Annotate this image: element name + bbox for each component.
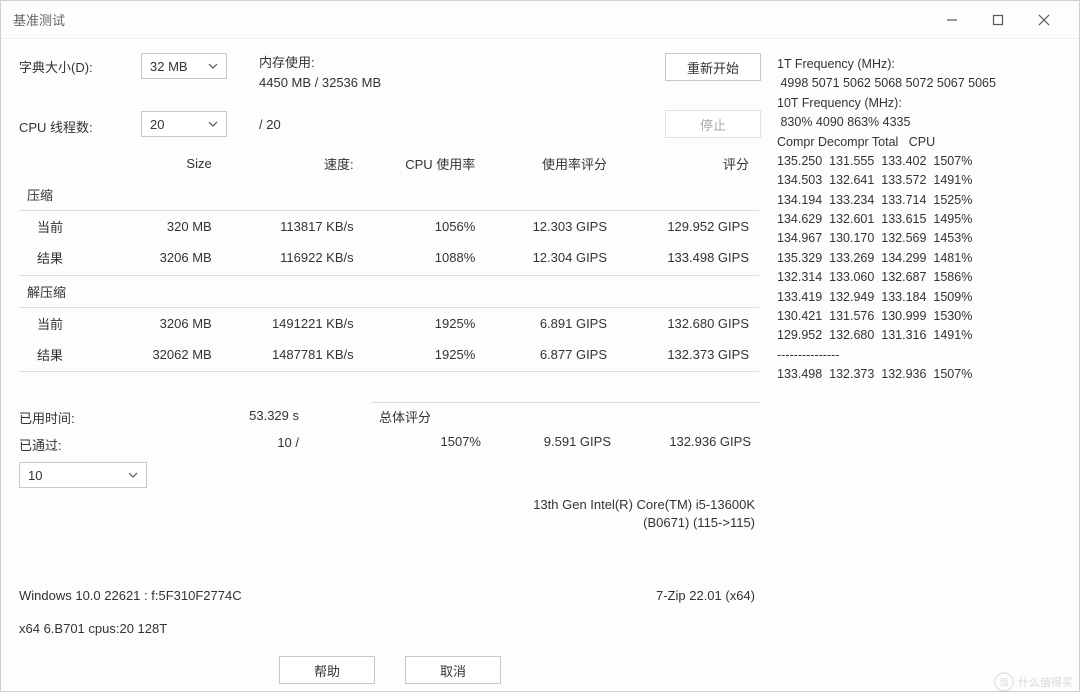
stats-panel: 1T Frequency (MHz): 4998 5071 5062 5068 …: [771, 53, 1061, 684]
restart-button[interactable]: 重新开始: [665, 53, 761, 81]
stats-row: 134.194 133.234 133.714 1525%: [777, 191, 1061, 210]
benchmark-table: Size 速度: CPU 使用率 使用率评分 评分 压缩 当前 320 MB 1…: [19, 148, 759, 372]
help-button[interactable]: 帮助: [279, 656, 375, 684]
col-total: 评分: [617, 148, 759, 179]
chevron-down-icon: [128, 470, 138, 480]
stats-row: 134.629 132.601 133.615 1495%: [777, 210, 1061, 229]
stats-row: 133.419 132.949 133.184 1509%: [777, 288, 1061, 307]
benchmark-window: 基准测试 字典大小(D): 32 MB 内存使用: 4450 MB / 3253…: [0, 0, 1080, 692]
passes-target-value: 10: [28, 468, 42, 483]
watermark-icon: 值: [994, 672, 1014, 692]
close-icon: [1038, 14, 1050, 26]
table-row: 结果 3206 MB 116922 KB/s 1088% 12.304 GIPS…: [19, 242, 759, 273]
maximize-icon: [992, 14, 1004, 26]
col-rating: 使用率评分: [485, 148, 617, 179]
stats-row: 134.503 132.641 133.572 1491%: [777, 171, 1061, 190]
decompress-section: 解压缩: [19, 275, 759, 307]
cancel-button[interactable]: 取消: [405, 656, 501, 684]
stats-header: Compr Decompr Total CPU: [777, 133, 1061, 152]
window-title: 基准测试: [13, 10, 65, 29]
passes-value: 10 /: [139, 435, 299, 454]
overall-rating: 9.591 GIPS: [481, 434, 611, 449]
stats-row: 132.314 133.060 132.687 1586%: [777, 268, 1061, 287]
table-header-row: Size 速度: CPU 使用率 使用率评分 评分: [19, 148, 759, 179]
stats-row: 130.421 131.576 130.999 1530%: [777, 307, 1061, 326]
overall-rating-box: 总体评分 1507% 9.591 GIPS 132.936 GIPS: [371, 402, 761, 459]
compress-section: 压缩: [19, 179, 759, 211]
elapsed-time-label: 已用时间:: [19, 408, 119, 427]
memory-value: 4450 MB / 32536 MB: [259, 73, 639, 93]
threads-suffix: / 20: [259, 117, 639, 132]
dict-size-value: 32 MB: [150, 59, 188, 74]
stats-summary: 133.498 132.373 132.936 1507%: [777, 365, 1061, 384]
maximize-button[interactable]: [975, 1, 1021, 39]
watermark: 值 什么值得买: [994, 672, 1073, 692]
stats-row: 135.329 133.269 134.299 1481%: [777, 249, 1061, 268]
table-row: 当前 320 MB 113817 KB/s 1056% 12.303 GIPS …: [19, 211, 759, 243]
table-row: 当前 3206 MB 1491221 KB/s 1925% 6.891 GIPS…: [19, 307, 759, 339]
svg-text:值: 值: [999, 677, 1008, 688]
stop-button: 停止: [665, 110, 761, 138]
minimize-button[interactable]: [929, 1, 975, 39]
table-row: 结果 32062 MB 1487781 KB/s 1925% 6.877 GIP…: [19, 339, 759, 370]
col-speed: 速度:: [222, 148, 364, 179]
passes-label: 已通过:: [19, 435, 119, 454]
titlebar: 基准测试: [1, 1, 1079, 39]
stats-row: 134.967 130.170 132.569 1453%: [777, 229, 1061, 248]
stats-separator: ---------------: [777, 346, 1061, 365]
threads-dropdown[interactable]: 20: [141, 111, 227, 137]
memory-info: 内存使用: 4450 MB / 32536 MB: [259, 53, 639, 92]
close-button[interactable]: [1021, 1, 1067, 39]
main-panel: 字典大小(D): 32 MB 内存使用: 4450 MB / 32536 MB …: [19, 53, 771, 684]
dict-size-label: 字典大小(D):: [19, 53, 129, 76]
elapsed-time-value: 53.329 s: [139, 408, 299, 427]
threads-value: 20: [150, 117, 164, 132]
stats-row: 129.952 132.680 131.316 1491%: [777, 326, 1061, 345]
overall-total: 132.936 GIPS: [611, 434, 751, 449]
stats-rows: 135.250 131.555 133.402 1507%134.503 132…: [777, 152, 1061, 346]
dict-size-dropdown[interactable]: 32 MB: [141, 53, 227, 79]
freq1-values: 4998 5071 5062 5068 5072 5067 5065: [777, 74, 1061, 93]
os-info: Windows 10.0 22621 : f:5F310F2774C: [19, 588, 242, 603]
col-size: Size: [110, 148, 222, 179]
memory-label: 内存使用:: [259, 53, 639, 73]
arch-info: x64 6.B701 cpus:20 128T: [19, 621, 167, 636]
overall-cpu: 1507%: [371, 434, 481, 449]
freq10-label: 10T Frequency (MHz):: [777, 94, 1061, 113]
chevron-down-icon: [208, 61, 218, 71]
col-cpu: CPU 使用率: [364, 148, 486, 179]
cpu-model: 13th Gen Intel(R) Core(TM) i5-13600K (B0…: [19, 496, 761, 532]
app-info: 7-Zip 22.01 (x64): [656, 588, 761, 603]
passes-target-dropdown[interactable]: 10: [19, 462, 147, 488]
stats-row: 135.250 131.555 133.402 1507%: [777, 152, 1061, 171]
freq1-label: 1T Frequency (MHz):: [777, 55, 1061, 74]
freq10-values: 830% 4090 863% 4335: [777, 113, 1061, 132]
minimize-icon: [946, 14, 958, 26]
threads-label: CPU 线程数:: [19, 113, 129, 136]
chevron-down-icon: [208, 119, 218, 129]
overall-title: 总体评分: [371, 407, 761, 426]
